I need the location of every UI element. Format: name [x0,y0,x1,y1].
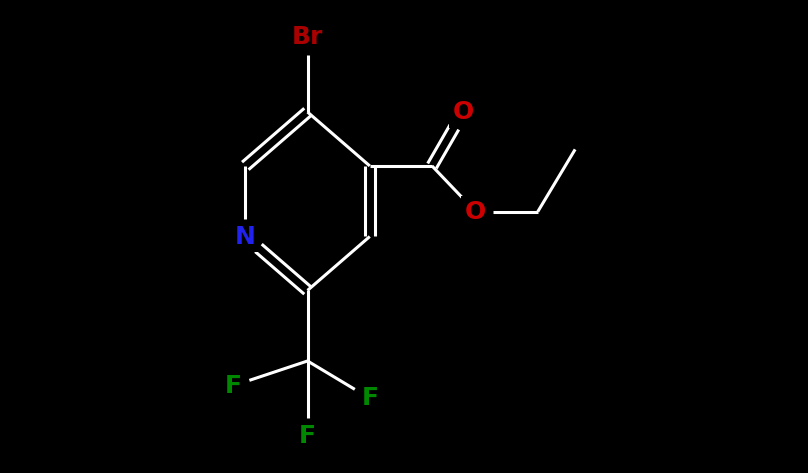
Text: F: F [299,424,316,447]
Text: F: F [225,374,242,398]
Text: F: F [361,386,378,410]
Text: O: O [452,100,473,124]
Text: Br: Br [292,26,323,49]
Text: O: O [465,200,486,224]
Text: N: N [235,225,256,248]
